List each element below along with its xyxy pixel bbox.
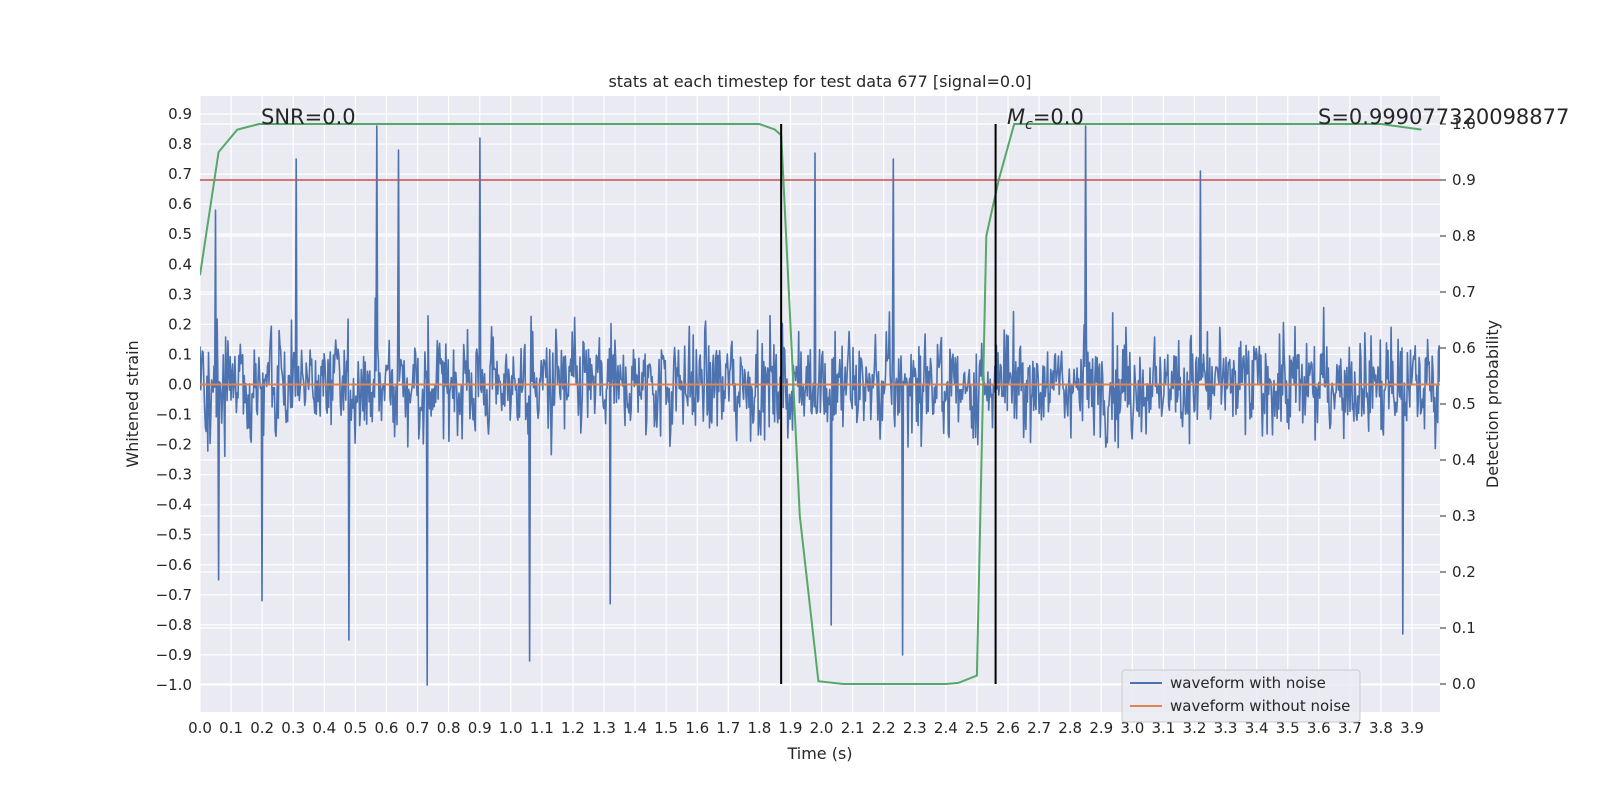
x-tick-label: 0.9 <box>468 719 492 737</box>
x-tick-label: 1.4 <box>623 719 647 737</box>
x-tick-label: 3.7 <box>1338 719 1362 737</box>
x-tick-label: 0.6 <box>375 719 399 737</box>
x-tick-label: 1.3 <box>592 719 616 737</box>
x-tick-label: 3.0 <box>1120 719 1144 737</box>
y-tick-label: 0.8 <box>168 135 192 153</box>
overlay-series <box>200 123 1440 685</box>
plot-content <box>200 123 1440 686</box>
x-tick-label: 3.6 <box>1307 719 1331 737</box>
x-tick-label: 1.8 <box>747 719 771 737</box>
y-tick-label: 0.6 <box>168 195 192 213</box>
x-axis-label: Time (s) <box>786 744 852 763</box>
y-tick-label: −0.4 <box>156 496 192 514</box>
y2-tick-label: 0.6 <box>1452 339 1476 357</box>
legend-label-noise: waveform with noise <box>1170 674 1326 692</box>
y2-tick-label: 1.0 <box>1452 115 1476 133</box>
x-tick-label: 2.7 <box>1027 719 1051 737</box>
x-tick-label: 0.5 <box>343 719 367 737</box>
x-tick-label: 3.1 <box>1151 719 1175 737</box>
x-tick-label: 0.2 <box>250 719 274 737</box>
y2-tick-label: 0.7 <box>1452 283 1476 301</box>
y2-axis-label: Detection probability <box>1483 320 1502 488</box>
y-tick-label: 0.1 <box>168 345 192 363</box>
y-tick-label: −0.9 <box>156 646 192 664</box>
x-tick-label: 1.6 <box>685 719 709 737</box>
x-tick-label: 1.5 <box>654 719 678 737</box>
snr-annotation: SNR=0.0 <box>261 105 356 129</box>
x-tick-label: 1.1 <box>530 719 554 737</box>
mc-value: =0.0 <box>1033 105 1084 129</box>
x-tick-label: 3.5 <box>1276 719 1300 737</box>
y-axis-label: Whitened strain <box>123 340 142 467</box>
x-tick-label: 0.3 <box>281 719 305 737</box>
legend-label-clean: waveform without noise <box>1170 697 1350 715</box>
x-tick-label: 0.1 <box>219 719 243 737</box>
legend: waveform with noise waveform without noi… <box>1121 669 1361 723</box>
x-tick-label: 2.5 <box>965 719 989 737</box>
x-tick-label: 0.8 <box>437 719 461 737</box>
x-tick-label: 2.2 <box>872 719 896 737</box>
legend-box <box>1121 669 1361 723</box>
y-tick-label: −0.1 <box>156 406 192 424</box>
x-tick-label: 3.3 <box>1214 719 1238 737</box>
y-tick-label: −0.3 <box>156 466 192 484</box>
y2-tick-label: 0.2 <box>1452 563 1476 581</box>
y-tick-label: −0.8 <box>156 616 192 634</box>
y-tick-label: 0.9 <box>168 105 192 123</box>
x-tick-label: 0.7 <box>406 719 430 737</box>
x-tick-label: 2.8 <box>1058 719 1082 737</box>
x-tick-label: 3.4 <box>1245 719 1269 737</box>
y2-axis: 1.0 0.9 0.8 0.7 0.6 0.5 0.4 0.3 0.2 0.1 0.0 <box>1440 115 1476 693</box>
x-tick-label: 1.7 <box>716 719 740 737</box>
y-tick-label: −0.6 <box>156 556 192 574</box>
x-tick-label: 1.9 <box>779 719 803 737</box>
x-tick-label: 3.8 <box>1369 719 1393 737</box>
y-tick-label: 0.3 <box>168 285 192 303</box>
detection-probability-line <box>200 123 1422 685</box>
y2-tick-label: 0.0 <box>1452 675 1476 693</box>
y2-tick-label: 0.5 <box>1452 395 1476 413</box>
y2-tick-label: 0.8 <box>1452 227 1476 245</box>
y2-tick-label: 0.3 <box>1452 507 1476 525</box>
y-axis: 0.9 0.8 0.7 0.6 0.5 0.4 0.3 0.2 0.1 0.0 −0.1 −0.2 −0… <box>156 105 192 694</box>
x-tick-label: 2.4 <box>934 719 958 737</box>
y-tick-label: 0.4 <box>168 255 192 273</box>
x-tick-label: 2.1 <box>841 719 865 737</box>
x-tick-label: 2.9 <box>1089 719 1113 737</box>
x-tick-label: 3.2 <box>1183 719 1207 737</box>
y-tick-label: 0.0 <box>168 375 192 393</box>
y-tick-label: −1.0 <box>156 676 192 694</box>
x-tick-label: 2.0 <box>810 719 834 737</box>
mc-symbol: M <box>1007 105 1025 129</box>
y-tick-label: −0.5 <box>156 526 192 544</box>
mc-annotation: Mc=0.0 <box>1007 105 1084 133</box>
chart-title: stats at each timestep for test data 677… <box>608 72 1031 91</box>
s-annotation: S=0.999077320098877 <box>1318 105 1569 129</box>
y2-tick-label: 0.9 <box>1452 171 1476 189</box>
mc-subscript: c <box>1025 117 1033 133</box>
y-tick-label: 0.7 <box>168 165 192 183</box>
x-tick-label: 0.4 <box>312 719 336 737</box>
y-tick-label: 0.2 <box>168 315 192 333</box>
y2-tick-label: 0.1 <box>1452 619 1476 637</box>
x-tick-label: 3.9 <box>1400 719 1424 737</box>
y-tick-label: −0.2 <box>156 436 192 454</box>
x-tick-label: 2.3 <box>903 719 927 737</box>
x-tick-label: 2.6 <box>996 719 1020 737</box>
x-tick-label: 1.2 <box>561 719 585 737</box>
x-tick-label: 1.0 <box>499 719 523 737</box>
x-tick-label: 0.0 <box>188 719 212 737</box>
x-axis: 0.0 0.1 0.2 0.3 0.4 0.5 0.6 0.7 0.8 0.9 1.0 1.1 1.2 1… <box>188 719 1424 737</box>
y-tick-label: 0.5 <box>168 225 192 243</box>
y2-tick-label: 0.4 <box>1452 451 1476 469</box>
y-tick-label: −0.7 <box>156 586 192 604</box>
